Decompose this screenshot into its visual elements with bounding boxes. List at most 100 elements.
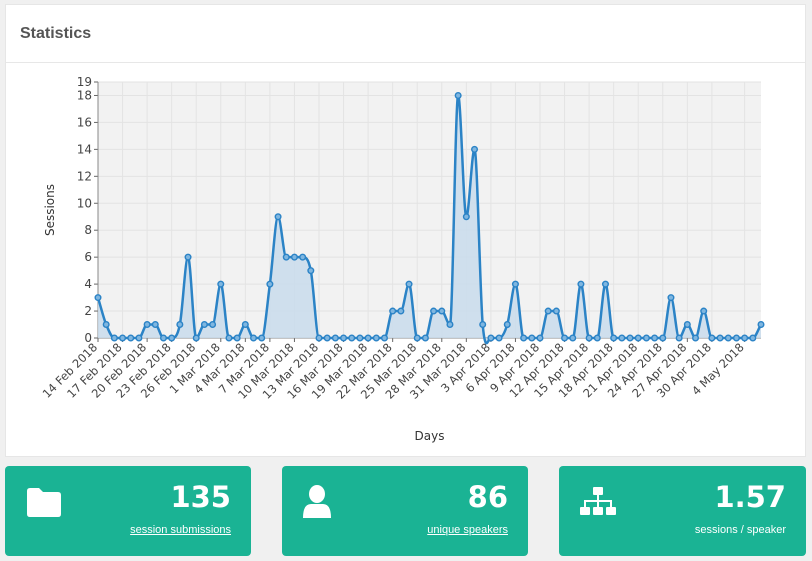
y-tick-label: 12 [77,169,92,183]
panel-header: Statistics [6,5,805,63]
y-axis-title: Sessions [43,184,57,236]
y-tick-label: 0 [84,331,92,345]
data-point [462,213,470,221]
data-point [364,334,372,342]
data-point [340,334,348,342]
data-point [348,334,356,342]
stat-value: 1.57 [714,480,786,514]
data-point [110,334,118,342]
data-point [536,334,544,342]
stat-card-ratio: 1.57 sessions / speaker [559,466,806,556]
data-point [692,334,700,342]
data-point [397,307,405,315]
data-point [495,334,503,342]
data-point [307,267,315,275]
data-point [610,334,618,342]
data-point [454,91,462,99]
data-point [282,253,290,261]
data-point [675,334,683,342]
data-point [446,321,454,329]
data-point [184,253,192,261]
data-point [561,334,569,342]
session-submissions-link[interactable]: session submissions [130,524,231,536]
data-point [102,321,110,329]
data-point [241,321,249,329]
data-point [151,321,159,329]
data-point [143,321,151,329]
data-point [511,280,519,288]
y-tick-label: 10 [77,196,92,210]
data-point [667,294,675,302]
data-point [250,334,258,342]
x-axis-title: Days [415,429,445,443]
data-point [290,253,298,261]
data-point [274,213,282,221]
data-point [430,307,438,315]
unique-speakers-link[interactable]: unique speakers [427,524,508,536]
y-tick-label: 6 [84,250,92,264]
data-point [585,334,593,342]
data-point [741,334,749,342]
y-tick-label: 14 [77,142,92,156]
data-point [266,280,274,288]
data-point [683,321,691,329]
data-point [757,321,765,329]
user-icon [303,485,331,518]
y-tick-label: 2 [84,304,92,318]
data-point [217,280,225,288]
statistics-panel: Statistics 0 2 4 6 8 10 12 14 16 18 19 14 Feb 2018 1… [5,4,806,457]
data-point [225,334,233,342]
data-point [94,294,102,302]
stat-value: 135 [170,480,231,514]
data-point [552,307,560,315]
data-point [233,334,241,342]
data-point [626,334,634,342]
data-point [642,334,650,342]
data-point [593,334,601,342]
data-point [315,334,323,342]
y-tick-label: 4 [84,277,92,291]
data-point [119,334,127,342]
data-point [634,334,642,342]
data-point [176,321,184,329]
data-point [503,321,511,329]
panel-title: Statistics [20,24,92,42]
data-point [708,334,716,342]
y-tick-label: 8 [84,223,92,237]
data-point [544,307,552,315]
data-point [405,280,413,288]
data-point [331,334,339,342]
data-point [159,334,167,342]
y-tick-label: 19 [77,75,92,89]
data-point [601,280,609,288]
data-point [700,307,708,315]
data-point [438,307,446,315]
data-point [209,321,217,329]
stat-card-speakers: 86 unique speakers [282,466,528,556]
data-point [569,334,577,342]
data-point [659,334,667,342]
data-point [389,307,397,315]
data-point [135,334,143,342]
data-point [471,145,479,153]
data-point [520,334,528,342]
data-point [749,334,757,342]
data-point [732,334,740,342]
plot-area [98,82,761,338]
y-tick-label: 18 [77,88,92,102]
data-point [168,334,176,342]
data-point [323,334,331,342]
stat-card-submissions: 135 session submissions [5,466,251,556]
data-point [618,334,626,342]
data-point [372,334,380,342]
data-point [192,334,200,342]
data-point [479,321,487,329]
data-point [200,321,208,329]
data-point [577,280,585,288]
sessions-per-speaker-label: sessions / speaker [694,524,786,536]
data-point [487,334,495,342]
data-point [421,334,429,342]
data-point [380,334,388,342]
stat-value: 86 [467,480,508,514]
